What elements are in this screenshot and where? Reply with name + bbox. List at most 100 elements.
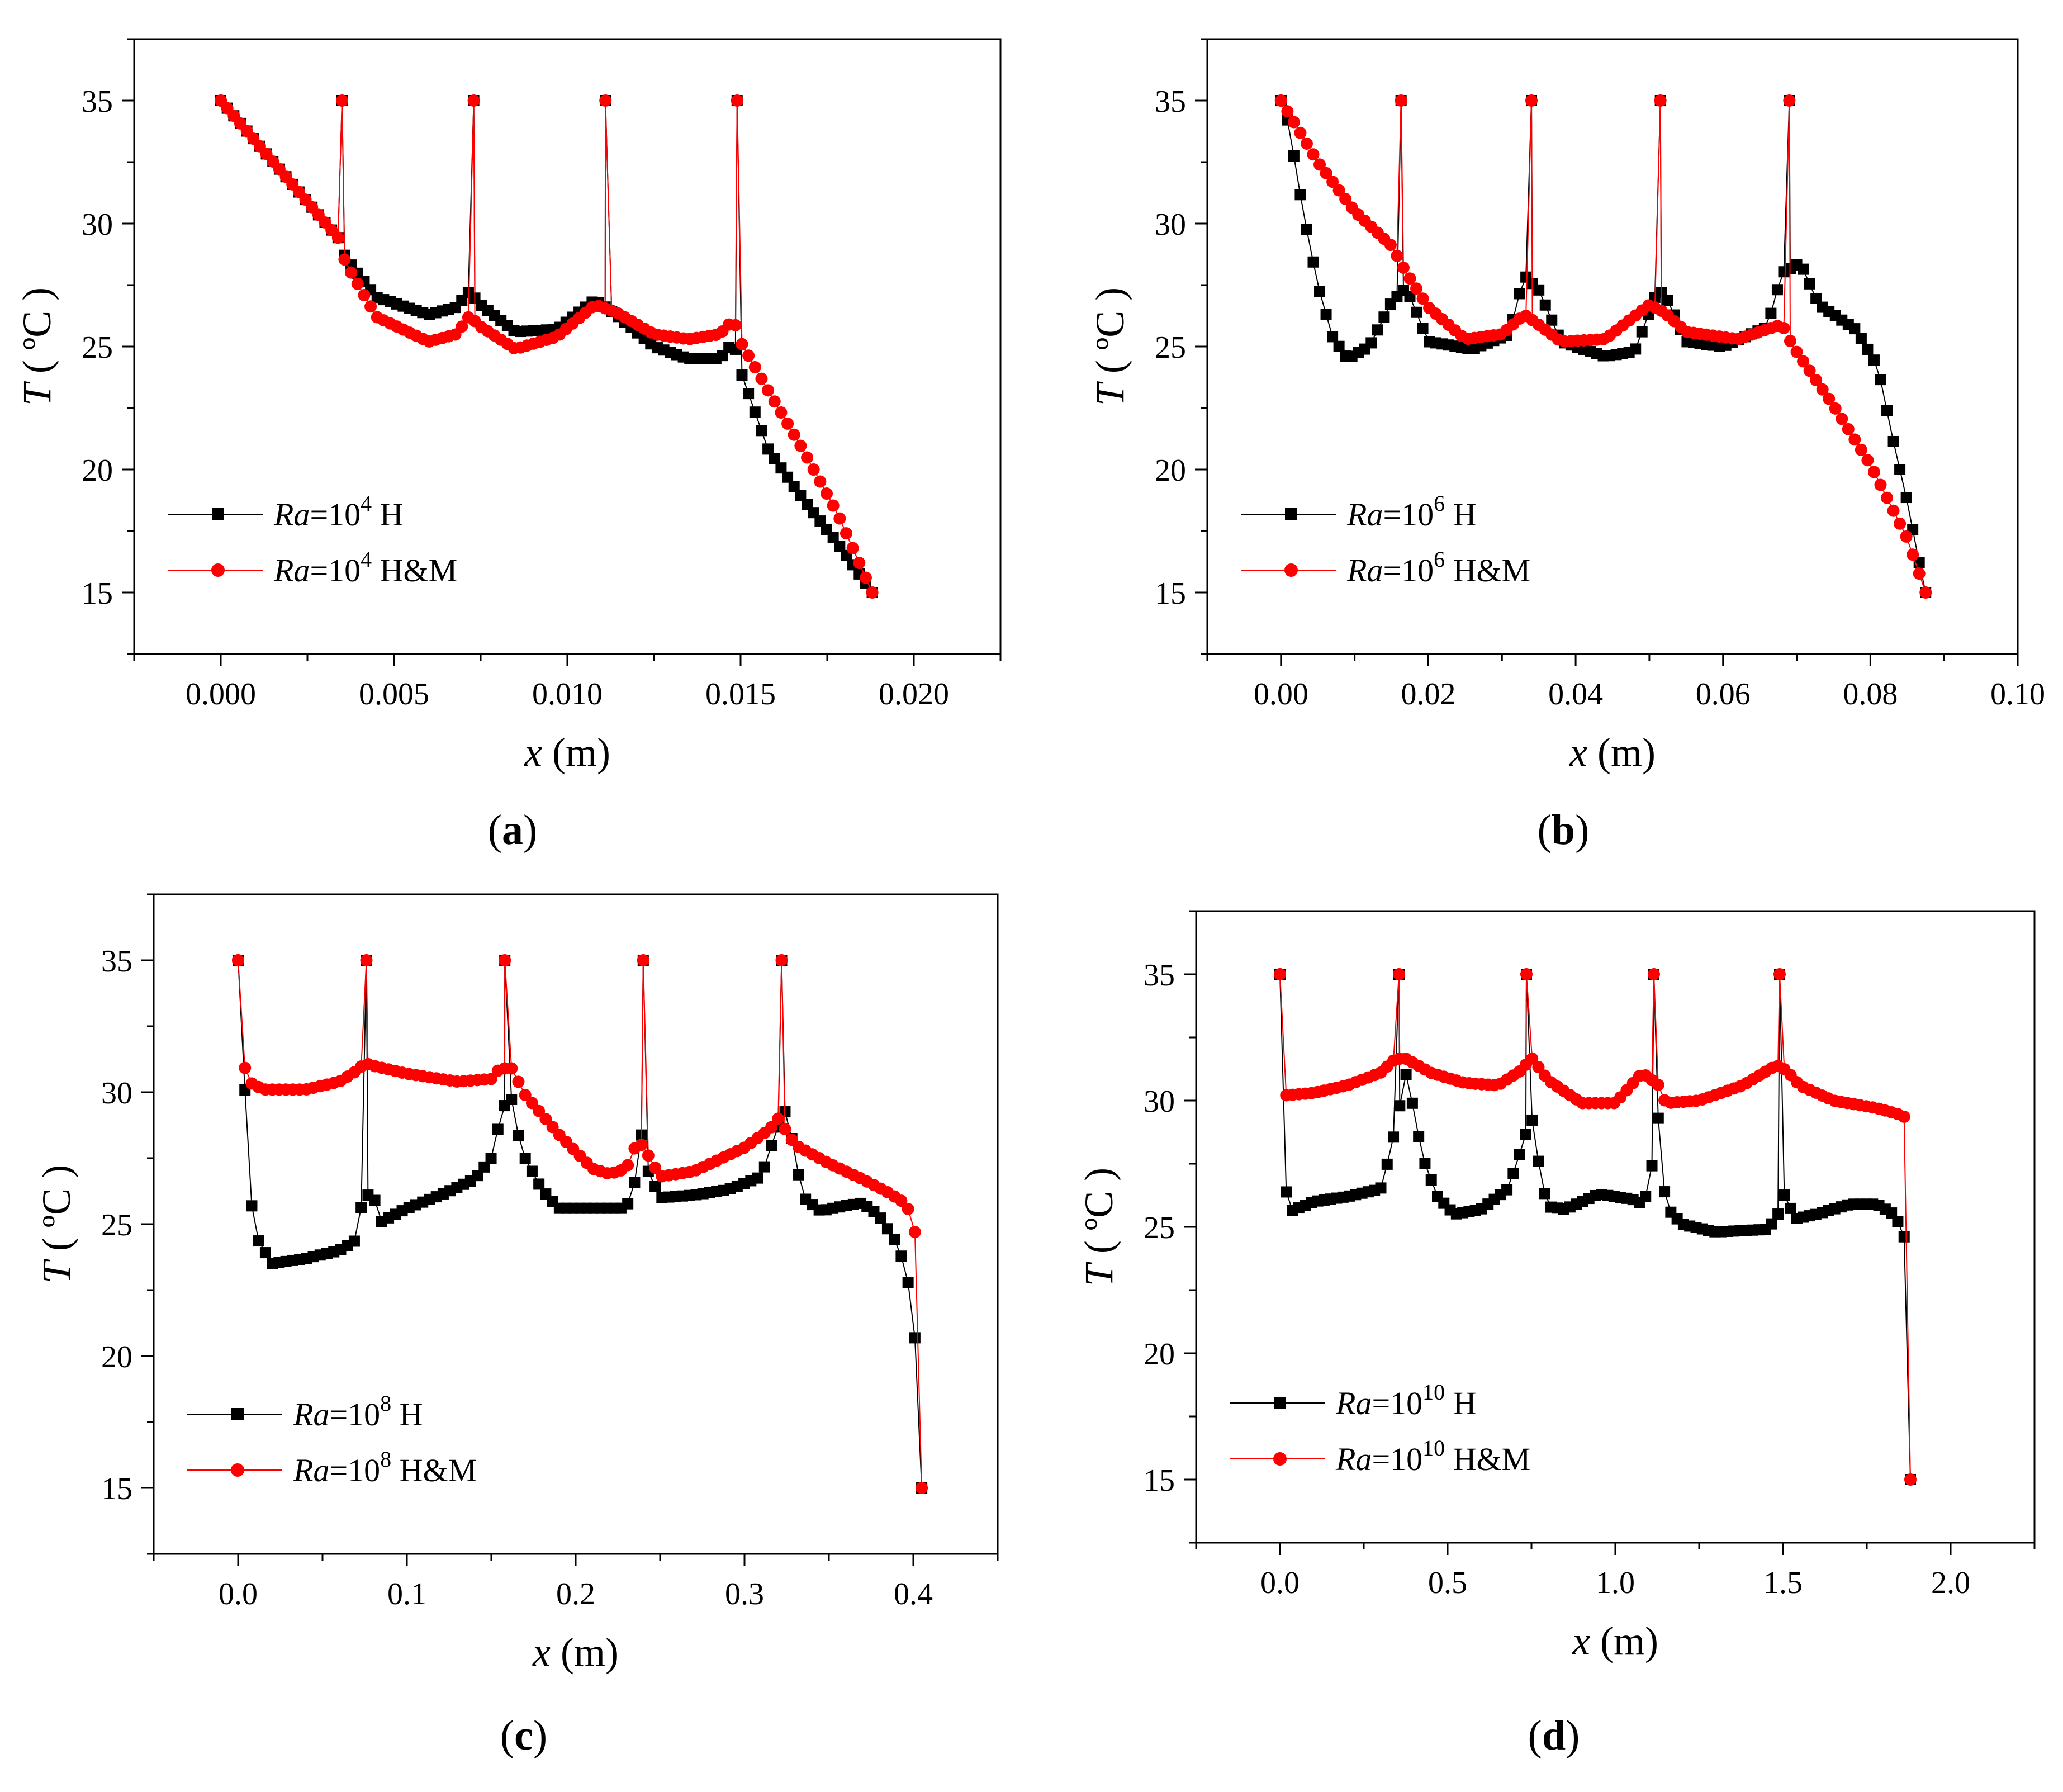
data-point xyxy=(456,320,468,333)
data-point xyxy=(1391,249,1403,262)
x-tick-label: 0.04 xyxy=(1548,677,1603,712)
data-point xyxy=(492,1123,504,1135)
legend-marker xyxy=(231,1463,244,1477)
data-point xyxy=(336,94,348,107)
data-point xyxy=(1875,374,1886,386)
data-point xyxy=(814,475,827,488)
data-point xyxy=(1868,354,1880,366)
data-point xyxy=(1419,1158,1431,1169)
data-point xyxy=(1900,530,1913,543)
y-axis-label: T ( ºC ) xyxy=(1088,287,1132,406)
data-point xyxy=(807,463,820,476)
y-axis-variable: T xyxy=(34,1258,79,1283)
data-point xyxy=(1507,1167,1519,1179)
data-point xyxy=(533,1104,546,1117)
data-point xyxy=(519,1089,532,1102)
x-tick-label: 0.010 xyxy=(532,677,603,712)
y-tick-label: 30 xyxy=(101,1076,132,1111)
data-point xyxy=(1327,331,1339,343)
data-point xyxy=(743,388,755,400)
data-point xyxy=(533,1178,545,1190)
y-axis-label: T ( ºC ) xyxy=(1076,1168,1121,1286)
data-point xyxy=(875,1212,886,1224)
data-point xyxy=(1411,306,1422,318)
x-tick-label: 0.020 xyxy=(879,677,949,712)
data-point xyxy=(775,406,788,419)
data-point xyxy=(1532,1061,1545,1074)
data-point xyxy=(779,1123,791,1136)
data-point xyxy=(752,1172,763,1184)
data-point xyxy=(1400,1069,1412,1080)
data-point xyxy=(1313,158,1326,171)
data-point xyxy=(1307,148,1320,161)
data-point xyxy=(345,266,358,279)
data-point xyxy=(1413,1131,1425,1142)
legend-label: Ra=106 H xyxy=(1346,491,1477,533)
y-tick-label: 15 xyxy=(82,576,113,611)
data-point xyxy=(1395,94,1407,107)
data-point xyxy=(1648,968,1660,980)
x-tick-label: 0.0 xyxy=(1260,1566,1300,1600)
legend-entry: Ra=1010 H&M xyxy=(1230,1435,1530,1477)
data-point xyxy=(1525,94,1538,107)
data-point xyxy=(499,954,511,966)
data-point xyxy=(1771,284,1783,296)
legend-entry: Ra=106 H&M xyxy=(1241,547,1530,589)
y-axis-label: T ( ºC ) xyxy=(15,287,59,406)
data-point xyxy=(1394,1100,1406,1112)
data-point xyxy=(1810,292,1822,304)
data-point xyxy=(788,428,800,441)
legend-label: Ra=104 H xyxy=(273,491,404,533)
data-point xyxy=(485,1073,497,1085)
data-point xyxy=(793,1169,804,1181)
data-point xyxy=(1772,1208,1784,1220)
panel-c: 0.0 0.1 0.2 0.3 0.4 15 20 25 30 35 x (m) T ( ºC ) Ra… xyxy=(34,893,999,1759)
data-point xyxy=(866,586,879,599)
data-point xyxy=(1855,443,1867,456)
data-point xyxy=(1766,1218,1777,1230)
data-point xyxy=(599,94,612,107)
legend-label: Ra=1010 H xyxy=(1335,1379,1477,1421)
data-point xyxy=(1907,548,1919,561)
data-point xyxy=(1836,413,1848,425)
data-point xyxy=(1646,1160,1658,1172)
data-point xyxy=(795,490,807,501)
data-point xyxy=(1829,402,1842,415)
data-point xyxy=(1919,586,1932,599)
plot-frame xyxy=(1206,38,2019,655)
data-point xyxy=(649,1181,661,1192)
data-point xyxy=(635,1139,648,1151)
data-point xyxy=(755,372,768,385)
x-tick-label: 2.0 xyxy=(1931,1566,1970,1600)
data-point xyxy=(369,1194,381,1206)
data-point xyxy=(902,1277,914,1288)
data-point xyxy=(821,487,833,500)
x-axis-label: x (m) xyxy=(524,730,610,775)
data-point xyxy=(1797,355,1810,368)
legend-label: Ra=106 H&M xyxy=(1346,547,1530,589)
data-point xyxy=(351,277,364,290)
data-point xyxy=(889,1234,900,1245)
data-point xyxy=(1848,433,1861,446)
data-point xyxy=(736,338,748,350)
data-point xyxy=(1520,968,1533,980)
data-point xyxy=(1785,1202,1796,1214)
data-point xyxy=(765,1121,778,1134)
data-point xyxy=(1654,94,1667,107)
x-axis-label: x (m) xyxy=(1569,730,1656,775)
data-point xyxy=(1849,323,1861,335)
data-point xyxy=(519,1153,531,1164)
data-point xyxy=(1881,405,1893,416)
data-point xyxy=(485,1153,497,1164)
data-point xyxy=(742,349,755,362)
series-h-m xyxy=(1274,968,1917,1486)
y-axis-unit: ( ºC ) xyxy=(1076,1168,1121,1264)
data-point xyxy=(1652,1112,1664,1124)
y-tick-label: 30 xyxy=(82,207,113,242)
data-point xyxy=(525,1097,538,1110)
data-point xyxy=(1862,343,1874,355)
x-axis-unit: (m) xyxy=(1590,1619,1658,1663)
legend-label: Ra=1010 H&M xyxy=(1335,1435,1530,1477)
legend-marker xyxy=(212,508,224,520)
x-tick-label: 0.00 xyxy=(1254,677,1308,712)
